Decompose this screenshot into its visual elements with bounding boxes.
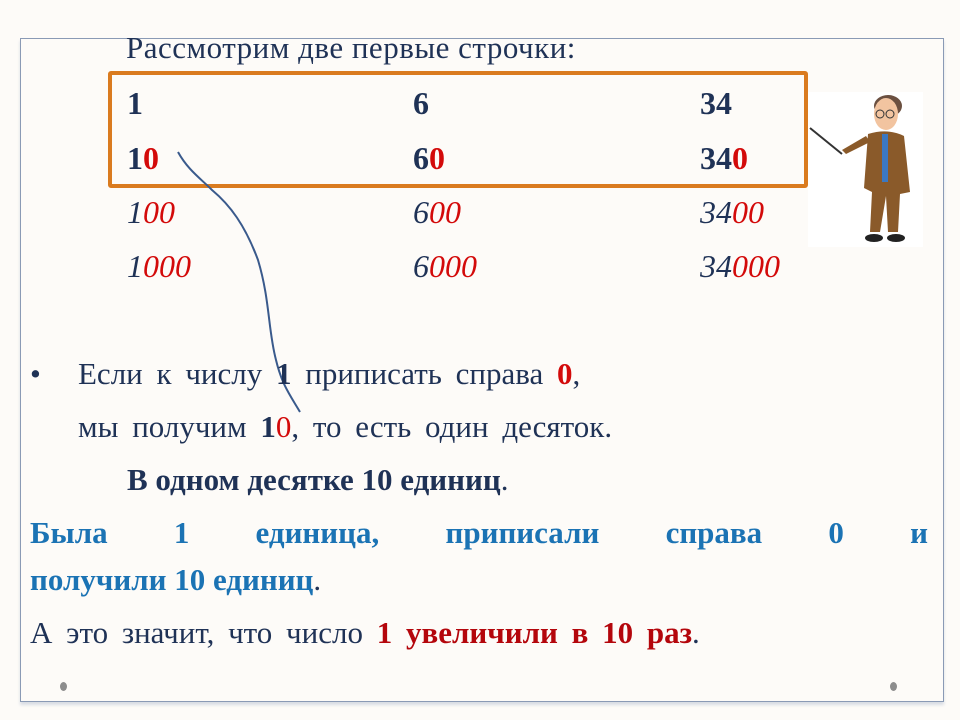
decorative-dot <box>60 682 67 691</box>
bullet-line-2: мы получим 10, то есть один десяток. <box>78 409 612 445</box>
table-cell: 6 <box>413 85 429 121</box>
period: . <box>313 562 322 597</box>
cell-base-digits: 34 <box>700 85 732 121</box>
text: , то есть один десяток. <box>291 409 613 444</box>
table-cell: 6000 <box>413 248 477 284</box>
cell-appended-zeros: 00 <box>732 194 764 230</box>
comma: , <box>572 356 581 391</box>
bold-statement: В одном десятке 10 единиц. <box>127 462 509 498</box>
highlighted-text: 1 увеличили в 10 раз <box>376 615 693 650</box>
teacher-illustration <box>808 92 923 247</box>
conclusion-line: А это значит, что число 1 увеличили в 10… <box>30 615 700 651</box>
number-one: 1 <box>275 356 292 391</box>
table-cell: 10 <box>127 140 159 176</box>
cell-appended-zeros: 000 <box>732 248 780 284</box>
text: А это значит, что число <box>30 615 363 650</box>
table-cell: 60 <box>413 140 445 176</box>
decorative-dot <box>890 682 897 691</box>
cell-base-digits: 1 <box>127 140 143 176</box>
highlight-box <box>108 71 808 188</box>
cell-base-digits: 1 <box>127 85 143 121</box>
cell-base-digits: 34 <box>700 140 732 176</box>
table-cell: 34 <box>700 85 732 121</box>
word: 1 <box>173 515 190 550</box>
table-cell: 600 <box>413 194 461 230</box>
table-cell: 34000 <box>700 248 780 284</box>
cell-appended-zeros: 00 <box>143 194 175 230</box>
table-cell: 340 <box>700 140 748 176</box>
text: В одном десятке 10 единиц <box>127 462 501 497</box>
table-cell: 1 <box>127 85 143 121</box>
zero: 0 <box>556 356 573 391</box>
cell-appended-zeros: 00 <box>429 194 461 230</box>
period: . <box>500 462 509 497</box>
cell-appended-zeros: 000 <box>429 248 477 284</box>
cell-base-digits: 34 <box>700 194 732 230</box>
cell-base-digits: 34 <box>700 248 732 284</box>
cell-appended-zeros: 0 <box>732 140 748 176</box>
text: получили 10 единиц <box>30 562 314 597</box>
word: и <box>910 515 928 550</box>
word: приписали <box>445 515 600 550</box>
text: Если к числу <box>78 356 263 391</box>
cell-appended-zeros: 0 <box>429 140 445 176</box>
cell-base-digits: 6 <box>413 85 429 121</box>
text: мы получим <box>78 409 247 444</box>
table-cell: 1000 <box>127 248 191 284</box>
cell-base-digits: 6 <box>413 248 429 284</box>
word: Была <box>30 515 108 550</box>
cell-base-digits: 1 <box>127 248 143 284</box>
table-cell: 3400 <box>700 194 764 230</box>
cell-appended-zeros: 0 <box>143 140 159 176</box>
word: 0 <box>828 515 844 550</box>
blue-line-1: Была 1 единица, приписали справа 0 и <box>30 515 928 551</box>
bullet-line-1: Если к числу 1 приписать справа 0, <box>78 356 580 392</box>
slide-title: Рассмотрим две первые строчки: <box>126 30 576 65</box>
cell-base-digits: 1 <box>127 194 143 230</box>
slide-frame <box>20 38 944 702</box>
word: справа <box>665 515 763 550</box>
table-cell: 100 <box>127 194 175 230</box>
number-one: 1 <box>260 409 276 444</box>
period: . <box>692 615 700 650</box>
bullet-icon: • <box>30 356 41 391</box>
text: приписать справа <box>305 356 544 391</box>
cell-appended-zeros: 000 <box>143 248 191 284</box>
zero: 0 <box>275 409 292 444</box>
blue-line-2: получили 10 единиц. <box>30 562 321 598</box>
cell-base-digits: 6 <box>413 140 429 176</box>
word: единица, <box>255 515 380 550</box>
cell-base-digits: 6 <box>413 194 429 230</box>
